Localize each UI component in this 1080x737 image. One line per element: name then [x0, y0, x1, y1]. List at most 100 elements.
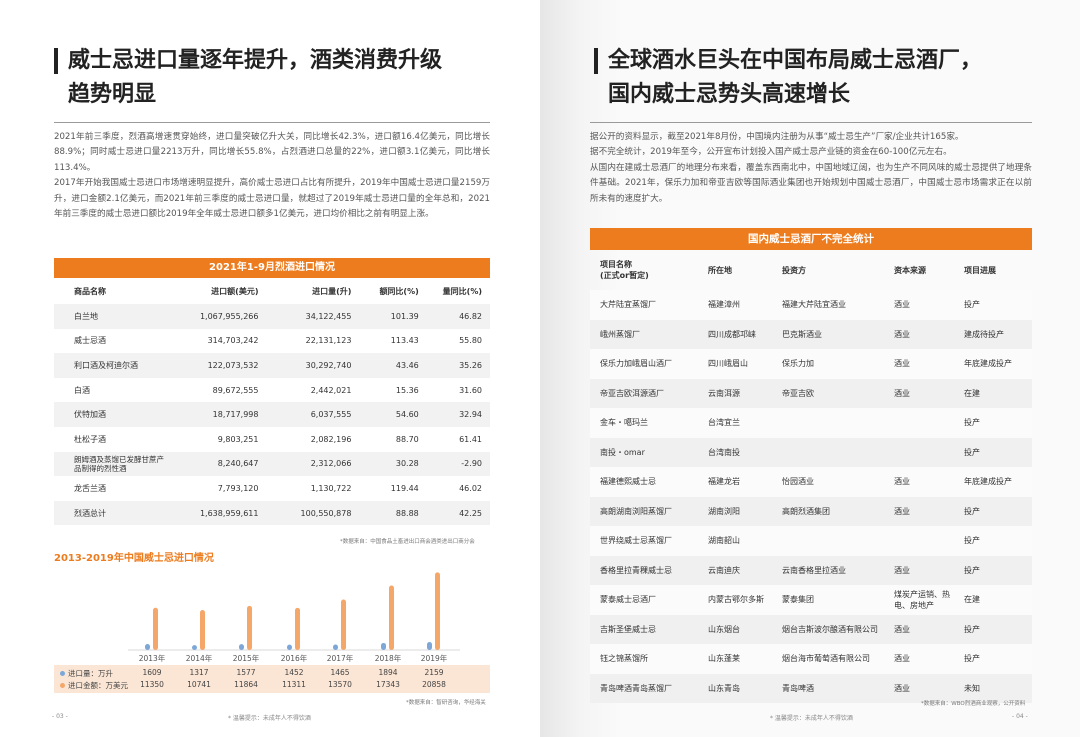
column-header: 所在地 — [708, 265, 732, 275]
table-cell — [782, 437, 894, 467]
table-row: 吉斯圣堡威士忌 山东烟台 烟台吉斯波尔酿酒有限公司 酒业 投产 — [590, 614, 1032, 644]
table-cell: 89,672,555 — [212, 385, 259, 395]
legend-swatch — [60, 683, 65, 688]
table-row: 帝亚吉欧洱源酒厂 云南洱源 帝亚吉欧 酒业 在建 — [590, 378, 1032, 408]
table-row: 金车・噶玛兰 台湾宜兰 投产 — [590, 408, 1032, 438]
table-cell: 32.94 — [426, 402, 490, 427]
table-cell: 22,131,123 — [305, 336, 352, 346]
legend-value: 10741 — [187, 680, 211, 689]
bar — [295, 607, 300, 650]
row-label: 金车・噶玛兰 — [590, 408, 708, 438]
table-cell: 青岛啤酒 — [782, 673, 894, 703]
right-page: 全球酒水巨头在中国布局威士忌酒厂， 国内威士忌势头高速增长 据公开的资料显示，截… — [540, 0, 1080, 737]
legend-value: 1609 — [142, 668, 162, 677]
left-heading-line-1: 威士忌进口量逐年提升，酒类消费升级 — [68, 48, 443, 73]
x-tick-label: 2013年 — [139, 653, 166, 663]
page-number: - 04 - — [1012, 713, 1028, 720]
row-label: 吉斯圣堡威士忌 — [590, 614, 708, 644]
table-cell: 7,793,120 — [217, 483, 259, 493]
table-cell: 投产 — [964, 644, 1032, 674]
table-source-note: *数据来自：中国食品土畜进出口商会酒类进出口商分会 — [340, 539, 475, 545]
table-cell: 投产 — [964, 290, 1032, 320]
spirits-table-title: 2021年1-9月烈酒进口情况 — [54, 258, 490, 278]
table-cell: 福建龙岩 — [708, 467, 782, 497]
table-cell — [782, 526, 894, 556]
table-cell: 内蒙古鄂尔多斯 — [708, 585, 782, 615]
table-cell: 1,130,722 — [310, 483, 352, 493]
left-heading-line-2: 趋势明显 — [68, 82, 157, 107]
table-row: 青岛啤酒青岛蒸馏厂 山东青岛 青岛啤酒 酒业 未知 — [590, 673, 1032, 703]
row-label: 伏特加酒 — [54, 402, 170, 427]
table-cell: 山东烟台 — [708, 614, 782, 644]
table-cell: 酒业 — [894, 555, 964, 585]
table-row: 峨州蒸馏厂 四川成都邛崃 巴克斯酒业 酒业 建成待投产 — [590, 319, 1032, 349]
legend-value: 13570 — [328, 680, 352, 689]
row-label: 世界绕威士忌蒸馏厂 — [590, 526, 708, 556]
table-cell: 在建 — [964, 378, 1032, 408]
right-heading: 全球酒水巨头在中国布局威士忌酒厂， 国内威士忌势头高速增长 — [594, 44, 982, 112]
table-cell: 烟台吉斯波尔酿酒有限公司 — [782, 614, 894, 644]
table-row: 白兰地 1,067,955,266 34,122,455 101.39 46.82 — [54, 304, 490, 329]
table-cell: 投产 — [964, 408, 1032, 438]
legend-value: 1894 — [378, 668, 398, 677]
table-cell: 30,292,740 — [266, 353, 360, 378]
table-cell — [894, 408, 964, 438]
table-cell: 9,803,251 — [217, 434, 259, 444]
table-cell: 煤炭产运销、热电、房地产 — [894, 585, 964, 615]
column-header: 商品名称 — [54, 278, 170, 304]
legend-swatch — [60, 671, 65, 676]
legend-value: 11350 — [140, 680, 164, 689]
heading-divider — [590, 122, 1032, 123]
row-label: 龙舌兰酒 — [74, 483, 106, 493]
footer-note: * 温馨提示：未成年人不得饮酒 — [228, 715, 311, 722]
table-cell: 高朗烈酒集团 — [782, 496, 894, 526]
table-row: 利口酒及柯迪尔酒 122,073,532 30,292,740 43.46 35.26 — [54, 353, 490, 378]
bar — [435, 572, 440, 650]
heading-marker — [54, 48, 58, 74]
table-header-row: 商品名称 进口额(美元) 进口量(升) 额同比(%) 量同比(%) — [54, 278, 490, 304]
table-cell: 投产 — [964, 614, 1032, 644]
table-cell: 投产 — [964, 437, 1032, 467]
table-cell: 酒业 — [894, 349, 964, 379]
table-cell: 122,073,532 — [169, 353, 267, 378]
bar — [200, 610, 205, 650]
table-row: 香格里拉青稞威士忌 云南迪庆 云南香格里拉酒业 酒业 投产 — [590, 555, 1032, 585]
table-row: 钰之锦蒸馏所 山东蓬莱 烟台海市葡萄酒有限公司 酒业 投产 — [590, 644, 1032, 674]
legend-value: 17343 — [376, 680, 400, 689]
table-cell: 投产 — [964, 555, 1032, 585]
table-cell: 年底建成投产 — [964, 349, 1032, 379]
chart-source-note: *数据来自：智研咨询，华经海关 — [406, 700, 486, 706]
row-label: 香格里拉青稞威士忌 — [590, 555, 708, 585]
table-cell: 2,442,021 — [310, 385, 352, 395]
table-cell: 山东蓬莱 — [708, 644, 782, 674]
table-cell: 46.02 — [459, 483, 482, 493]
heading-marker — [594, 48, 598, 74]
column-header: 资本来源 — [894, 265, 926, 275]
table-cell: 酒业 — [894, 467, 964, 497]
row-label: 威士忌酒 — [74, 336, 106, 346]
legend-label: 进口金额：万美元 — [68, 681, 128, 690]
table-cell: 蒙泰集团 — [782, 585, 894, 615]
table-cell: 酒业 — [894, 496, 964, 526]
column-header: 进口额(美元) — [169, 278, 267, 304]
table-row: 威士忌酒 314,703,242 22,131,123 113.43 55.80 — [54, 329, 490, 354]
left-paragraph: 2021年前三季度，烈酒高增速贯穿始终，进口量突破亿升大关，同比增长42.3%，… — [54, 132, 490, 173]
row-label: 利口酒及柯迪尔酒 — [54, 353, 170, 378]
table-cell: 314,703,242 — [207, 336, 259, 346]
table-row: 杜松子酒 9,803,251 2,082,196 88.70 61.41 — [54, 427, 490, 452]
footer-note: * 温馨提示：未成年人不得饮酒 — [770, 715, 853, 722]
table-cell: 福建漳州 — [708, 290, 782, 320]
table-cell: 101.39 — [359, 304, 427, 329]
table-cell: 43.46 — [359, 353, 427, 378]
table-cell: 投产 — [964, 526, 1032, 556]
left-page: 威士忌进口量逐年提升，酒类消费升级 趋势明显 2021年前三季度，烈酒高增速贯穿… — [52, 48, 490, 722]
table-cell: 18,717,998 — [169, 402, 267, 427]
right-paragraph: 从国内在建威士忌酒厂的地理分布来看，覆盖东西南北中，中国地域辽阔，也为生产不同风… — [590, 162, 1032, 204]
table-cell: 酒业 — [894, 290, 964, 320]
row-label: 蒙泰威士忌酒厂 — [590, 585, 708, 615]
table-row: 保乐力加峨眉山酒厂 四川峨眉山 保乐力加 酒业 年底建成投产 — [590, 349, 1032, 379]
x-tick-label: 2014年 — [186, 653, 213, 663]
page-number: - 03 - — [52, 713, 68, 720]
right-heading-line-2: 国内威士忌势头高速增长 — [608, 82, 851, 107]
table-row: 烈酒总计 1,638,959,611 100,550,878 88.88 42.25 — [54, 500, 490, 526]
